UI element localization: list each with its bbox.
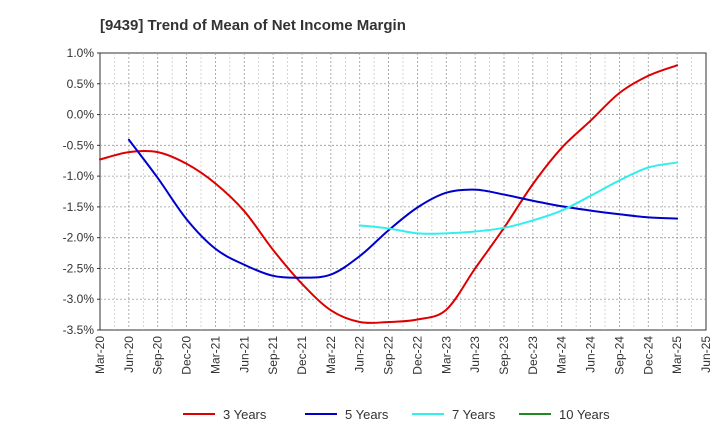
plot-area	[99, 52, 707, 331]
legend: 3 Years 5 Years 7 Years 10 Years	[183, 407, 610, 422]
x-tick-label: Jun-22	[353, 336, 367, 373]
x-tick-label: Sep-20	[151, 336, 165, 375]
y-tick-label: -3.5%	[63, 323, 95, 337]
x-tick-label: Jun-23	[468, 336, 482, 373]
series-line-5-years	[127, 138, 679, 279]
y-tick-label: 0.0%	[67, 108, 95, 122]
y-tick-label: -3.0%	[63, 292, 95, 306]
x-tick-label: Jun-25	[699, 336, 713, 373]
x-tick-label: Jun-21	[237, 336, 251, 373]
y-tick-label: 0.5%	[67, 77, 95, 91]
x-tick-label: Sep-23	[497, 336, 511, 375]
y-tick-label: -1.0%	[63, 169, 95, 183]
legend-label: 3 Years	[223, 407, 267, 422]
series-line-3-years	[99, 64, 679, 324]
legend-label: 7 Years	[452, 407, 496, 422]
x-tick-label: Dec-22	[410, 336, 424, 375]
x-tick-label: Mar-22	[324, 336, 338, 374]
x-tick-label: Mar-20	[93, 336, 107, 374]
y-tick-label: 1.0%	[67, 46, 95, 60]
y-tick-label: -2.5%	[63, 261, 95, 275]
x-tick-label: Jun-20	[122, 336, 136, 373]
x-tick-label: Mar-23	[439, 336, 453, 374]
x-tick-label: Dec-24	[641, 336, 655, 375]
legend-label: 10 Years	[559, 407, 610, 422]
y-tick-label: -0.5%	[63, 138, 95, 152]
series-line-7-years	[358, 161, 679, 235]
y-tick-label: -2.0%	[63, 231, 95, 245]
x-tick-label: Dec-21	[295, 336, 309, 375]
x-tick-label: Mar-24	[555, 336, 569, 374]
x-tick-label: Sep-22	[382, 336, 396, 375]
grid	[100, 53, 706, 330]
x-tick-label: Sep-21	[266, 336, 280, 375]
y-tick-label: -1.5%	[63, 200, 95, 214]
chart-title: [9439] Trend of Mean of Net Income Margi…	[100, 17, 406, 34]
plot-frame	[99, 52, 707, 331]
x-tick-label: Mar-25	[670, 336, 684, 374]
x-tick-label: Dec-20	[180, 336, 194, 375]
legend-label: 5 Years	[345, 407, 389, 422]
x-tick-label: Jun-24	[584, 336, 598, 373]
x-axis: Mar-20 Jun-20 Sep-20 Dec-20 Mar-21 Jun-21 Sep-…	[93, 336, 713, 375]
series-group	[99, 64, 679, 324]
y-axis: 1.0% 0.5% 0.0% -0.5% -1.0% -1.5% -2.0% -2.5% -3.…	[63, 46, 100, 337]
x-tick-label: Sep-24	[612, 336, 626, 375]
x-tick-label: Mar-21	[208, 336, 222, 374]
x-tick-label: Dec-23	[526, 336, 540, 375]
